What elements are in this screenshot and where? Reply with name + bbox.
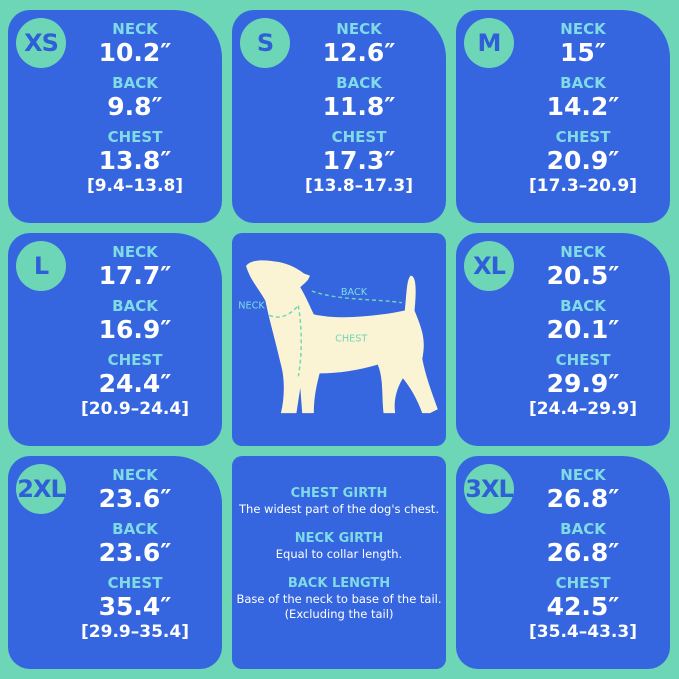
back-label: BACK [112, 74, 158, 92]
info-title: BACK LENGTH [287, 576, 391, 591]
back-value: 9.8″ [107, 92, 163, 121]
info-text: Equal to collar length. [275, 547, 403, 561]
chest-value: 29.9″ [546, 369, 620, 398]
size-card-2xl: 2XL NECK 23.6″ BACK 23.6″ CHEST 35.4″ [2… [8, 456, 222, 669]
chest-label: CHEST [555, 128, 611, 146]
size-badge: L [16, 241, 66, 291]
chest-range: [9.4–13.8] [86, 176, 184, 196]
neck-label: NECK [560, 466, 606, 484]
size-card-l: L NECK 17.7″ BACK 16.9″ CHEST 24.4″ [20.… [8, 233, 222, 446]
chest-value: 20.9″ [546, 146, 620, 175]
back-label: BACK [112, 520, 158, 538]
back-label: BACK [336, 74, 382, 92]
chest-label: CHEST [555, 574, 611, 592]
chest-value: 35.4″ [98, 592, 172, 621]
dog-silhouette-icon: NECK BACK CHEST [238, 260, 438, 414]
neck-label: NECK [336, 20, 382, 38]
back-value: 14.2″ [546, 92, 620, 121]
back-value: 23.6″ [98, 538, 172, 567]
measurement-info-card: CHEST GIRTH The widest part of the dog's … [232, 456, 446, 669]
dog-diagram-card: NECK BACK CHEST [232, 233, 446, 446]
chest-label: CHEST [107, 128, 163, 146]
size-card-s: S NECK 12.6″ BACK 11.8″ CHEST 17.3″ [13.… [232, 10, 446, 223]
neck-value: 15″ [560, 38, 606, 67]
info-item: NECK GIRTH Equal to collar length. [232, 531, 446, 562]
info-item: CHEST GIRTH The widest part of the dog's … [232, 486, 446, 517]
chest-range: [29.9–35.4] [81, 622, 189, 642]
neck-value: 23.6″ [98, 484, 172, 513]
neck-label: NECK [560, 243, 606, 261]
size-badge: 2XL [16, 464, 66, 514]
neck-value: 26.8″ [546, 484, 620, 513]
chest-value: 13.8″ [98, 146, 172, 175]
chest-range: [17.3–20.9] [529, 176, 637, 196]
diagram-neck-label: NECK [238, 301, 265, 312]
neck-value: 10.2″ [98, 38, 172, 67]
chest-value: 24.4″ [98, 369, 172, 398]
neck-value: 12.6″ [322, 38, 396, 67]
size-card-xs: XS NECK 10.2″ BACK 9.8″ CHEST 13.8″ [9.4… [8, 10, 222, 223]
size-card-3xl: 3XL NECK 26.8″ BACK 26.8″ CHEST 42.5″ [3… [456, 456, 670, 669]
back-label: BACK [560, 520, 606, 538]
size-badge: XL [464, 241, 514, 291]
chest-range: [20.9–24.4] [81, 399, 189, 419]
chest-value: 17.3″ [322, 146, 396, 175]
neck-label: NECK [112, 466, 158, 484]
size-badge: 3XL [464, 464, 514, 514]
info-item: BACK LENGTH Base of the neck to base of t… [232, 576, 446, 622]
chest-value: 42.5″ [546, 592, 620, 621]
chest-label: CHEST [331, 128, 387, 146]
chest-range: [13.8–17.3] [305, 176, 413, 196]
chest-label: CHEST [555, 351, 611, 369]
chest-label: CHEST [107, 351, 163, 369]
neck-value: 20.5″ [546, 261, 620, 290]
info-text: Base of the neck to base of the tail.(Ex… [236, 592, 442, 621]
neck-label: NECK [112, 20, 158, 38]
chest-range: [24.4–29.9] [529, 399, 637, 419]
size-card-xl: XL NECK 20.5″ BACK 20.1″ CHEST 29.9″ [24… [456, 233, 670, 446]
back-label: BACK [560, 297, 606, 315]
chest-range: [35.4–43.3] [529, 622, 637, 642]
back-value: 16.9″ [98, 315, 172, 344]
diagram-chest-label: CHEST [335, 333, 367, 344]
neck-label: NECK [560, 20, 606, 38]
back-label: BACK [560, 74, 606, 92]
info-text: The widest part of the dog's chest. [239, 502, 439, 516]
size-badge: S [240, 18, 290, 68]
info-title: NECK GIRTH [294, 531, 384, 546]
chest-label: CHEST [107, 574, 163, 592]
back-value: 20.1″ [546, 315, 620, 344]
back-label: BACK [112, 297, 158, 315]
back-value: 26.8″ [546, 538, 620, 567]
size-badge: XS [16, 18, 66, 68]
back-value: 11.8″ [322, 92, 396, 121]
size-badge: M [464, 18, 514, 68]
diagram-back-label: BACK [341, 287, 368, 298]
info-title: CHEST GIRTH [290, 486, 388, 501]
neck-label: NECK [112, 243, 158, 261]
size-card-m: M NECK 15″ BACK 14.2″ CHEST 20.9″ [17.3–… [456, 10, 670, 223]
neck-value: 17.7″ [98, 261, 172, 290]
